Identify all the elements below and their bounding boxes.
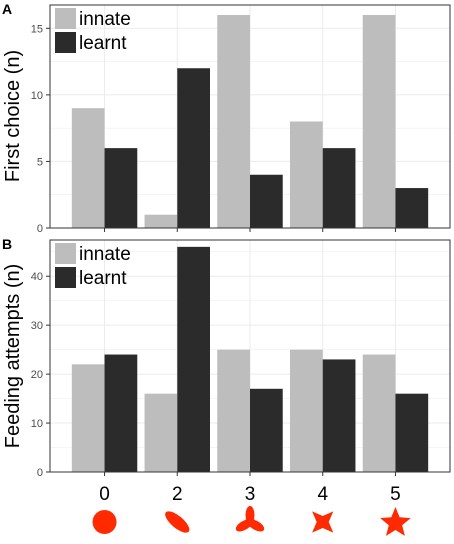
y-tick-label: 10 bbox=[31, 418, 43, 430]
five-point-star-icon bbox=[380, 507, 411, 536]
legend-label-innate: innate bbox=[79, 9, 131, 30]
bar-learnt-5 bbox=[395, 188, 429, 228]
bar-innate-3 bbox=[217, 14, 250, 228]
circle-icon bbox=[92, 510, 117, 534]
y-tick-label: 5 bbox=[37, 156, 43, 168]
bar-innate-5 bbox=[362, 14, 396, 228]
bar-learnt-0 bbox=[104, 354, 138, 472]
legend: innate learnt bbox=[55, 8, 131, 54]
legend: innate learnt bbox=[55, 243, 131, 289]
bar-innate-0 bbox=[71, 364, 105, 472]
y-axis-label: Feeding attempts (n) bbox=[2, 264, 24, 449]
panel-letter: B bbox=[2, 236, 12, 252]
legend-key-learnt bbox=[55, 267, 76, 288]
bar-learnt-2 bbox=[177, 246, 210, 472]
shape-icon-row bbox=[92, 506, 411, 536]
bar-learnt-2 bbox=[177, 68, 210, 229]
four-point-star-icon bbox=[312, 511, 334, 533]
legend-label-learnt: learnt bbox=[79, 268, 127, 289]
three-lobe-icon bbox=[235, 506, 265, 532]
bar-learnt-5 bbox=[395, 393, 429, 472]
y-tick-label: 0 bbox=[37, 223, 43, 235]
x-tick-label-0: 0 bbox=[99, 484, 110, 505]
bar-innate-4 bbox=[290, 121, 323, 228]
bar-innate-5 bbox=[362, 354, 396, 472]
y-axis-label: First choice (n) bbox=[2, 50, 24, 182]
bar-learnt-3 bbox=[250, 174, 283, 228]
bar-learnt-0 bbox=[104, 148, 138, 228]
bar-learnt-4 bbox=[322, 359, 356, 472]
y-tick-label: 30 bbox=[31, 320, 43, 332]
y-tick-label: 15 bbox=[31, 23, 43, 35]
bar-innate-4 bbox=[290, 349, 323, 472]
bar-learnt-3 bbox=[250, 388, 283, 472]
legend-key-learnt bbox=[55, 32, 76, 53]
x-tick-label-5: 5 bbox=[390, 484, 401, 505]
legend-label-innate: innate bbox=[79, 244, 131, 265]
chart-panel-b: 0 10 20 30 40 Feeding attempts (n) B innate lear… bbox=[2, 236, 451, 479]
x-tick-label-4: 4 bbox=[317, 484, 328, 505]
legend-key-innate bbox=[55, 243, 76, 264]
chart-panel-a: 0 5 10 15 First choice (n) A innate learnt bbox=[2, 1, 451, 235]
y-tick-label: 40 bbox=[31, 271, 43, 283]
x-tick-label-3: 3 bbox=[245, 484, 256, 505]
legend-label-learnt: learnt bbox=[79, 33, 127, 54]
bar-innate-0 bbox=[71, 108, 105, 228]
bar-innate-2 bbox=[144, 393, 178, 472]
shared-x-axis: 0 2 3 4 5 bbox=[99, 228, 401, 505]
ellipse-icon bbox=[165, 511, 190, 533]
panel-letter: A bbox=[2, 1, 12, 17]
x-tick-label-2: 2 bbox=[172, 484, 183, 505]
y-tick-label: 20 bbox=[31, 369, 43, 381]
y-tick-label: 10 bbox=[31, 90, 43, 102]
bar-innate-2 bbox=[144, 214, 178, 228]
bar-learnt-4 bbox=[322, 148, 356, 228]
legend-key-innate bbox=[55, 8, 76, 29]
y-tick-label: 0 bbox=[37, 467, 43, 479]
bar-innate-3 bbox=[217, 349, 250, 472]
